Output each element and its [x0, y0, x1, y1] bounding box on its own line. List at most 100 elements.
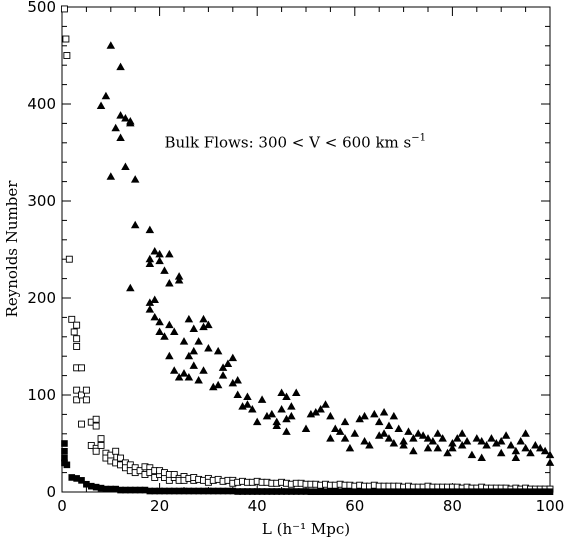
filled-square-point	[61, 447, 68, 455]
filled-square-point	[473, 488, 481, 496]
triangle-point	[311, 407, 321, 416]
filled-square-point	[205, 487, 212, 495]
y-tick-label: 0	[46, 483, 56, 501]
open-square-point	[170, 471, 178, 478]
triangle-point	[496, 448, 506, 457]
filled-square-point	[512, 488, 520, 496]
x-tick-label: 80	[443, 497, 462, 515]
filled-square-point	[136, 486, 144, 494]
triangle-point	[155, 256, 164, 265]
open-square-point	[60, 5, 68, 13]
axis-ticks	[61, 6, 551, 493]
y-axis-label: Reynolds Number	[3, 180, 21, 318]
filled-square-point	[258, 488, 266, 495]
triangle-point	[418, 431, 428, 439]
triangle-point	[282, 392, 291, 400]
triangle-point	[252, 417, 262, 426]
triangle-point	[243, 392, 252, 400]
triangle-point	[223, 359, 233, 367]
filled-square-point	[361, 488, 368, 496]
filled-square-point	[292, 488, 300, 495]
filled-square-point	[429, 488, 437, 496]
triangle-point	[160, 332, 169, 340]
triangle-point	[535, 443, 545, 452]
triangle-point	[111, 123, 120, 132]
triangle-point	[233, 375, 242, 384]
filled-square-point	[102, 485, 110, 493]
filled-square-point	[419, 488, 427, 496]
triangle-point	[506, 440, 516, 449]
plot-frame	[61, 6, 551, 493]
triangle-point	[150, 246, 159, 255]
open-square-point	[117, 454, 125, 462]
filled-square-point	[507, 488, 515, 496]
triangle-point	[350, 429, 360, 437]
triangle-point	[282, 414, 291, 423]
triangle-point	[179, 369, 189, 377]
filled-square-point	[214, 487, 222, 495]
filled-square-point	[61, 440, 68, 447]
triangle-point	[511, 453, 521, 462]
open-square-point	[73, 386, 81, 394]
filled-square-point	[400, 488, 407, 496]
triangle-point	[277, 405, 286, 413]
triangle-point	[199, 366, 208, 374]
filled-square-point	[156, 487, 163, 495]
triangle-point	[355, 414, 364, 423]
filled-square-point	[61, 454, 68, 462]
filled-square-point	[532, 488, 539, 496]
triangle-point	[189, 346, 199, 355]
triangle-point	[262, 411, 272, 420]
filled-square-point	[302, 488, 310, 495]
triangle-point	[335, 427, 345, 435]
triangle-point	[340, 434, 350, 442]
triangle-point	[228, 378, 238, 387]
filled-square-point	[517, 488, 525, 496]
filled-square-point	[234, 488, 241, 495]
y-tick-label: 200	[27, 289, 56, 307]
filled-square-point	[87, 482, 95, 490]
filled-square-point	[346, 488, 354, 496]
filled-square-point	[336, 488, 344, 496]
triangle-point	[116, 133, 125, 141]
filled-square-point	[444, 488, 451, 496]
triangle-point	[477, 437, 486, 445]
filled-square-point	[278, 488, 285, 495]
triangle-point	[399, 437, 408, 445]
triangle-point	[423, 434, 433, 442]
triangle-point	[321, 400, 330, 408]
filled-square-point	[83, 480, 90, 488]
x-tick-label: 40	[248, 497, 267, 515]
triangle-point	[248, 405, 257, 413]
open-square-point	[82, 386, 90, 394]
triangle-point	[399, 440, 408, 449]
filled-square-point	[351, 488, 359, 496]
triangle-point	[453, 434, 462, 442]
triangle-point	[438, 434, 447, 442]
filled-square-point	[141, 486, 149, 494]
triangle-point	[169, 366, 179, 374]
x-tick-label: 20	[150, 497, 169, 515]
triangle-point	[516, 437, 525, 445]
triangle-point	[121, 162, 130, 171]
filled-square-point	[175, 487, 183, 495]
triangle-point	[457, 440, 467, 449]
triangle-point	[316, 405, 325, 413]
filled-square-point	[249, 488, 256, 495]
filled-square-point	[224, 487, 232, 495]
triangle-point	[165, 278, 174, 287]
triangle-point	[448, 439, 457, 447]
filled-square-point	[541, 488, 549, 496]
triangle-point	[204, 343, 213, 352]
filled-square-point	[244, 488, 251, 495]
filled-square-point	[478, 488, 485, 496]
filled-square-point	[68, 474, 76, 481]
triangle-point	[145, 225, 155, 234]
triangle-point	[423, 443, 433, 452]
triangle-point	[204, 320, 213, 329]
filled-square-point	[356, 488, 363, 496]
triangle-point	[428, 437, 438, 445]
filled-square-point	[371, 488, 378, 496]
triangle-point	[126, 118, 135, 127]
annotation: Bulk Flows: 300 < V < 600 km s−1	[164, 133, 426, 152]
